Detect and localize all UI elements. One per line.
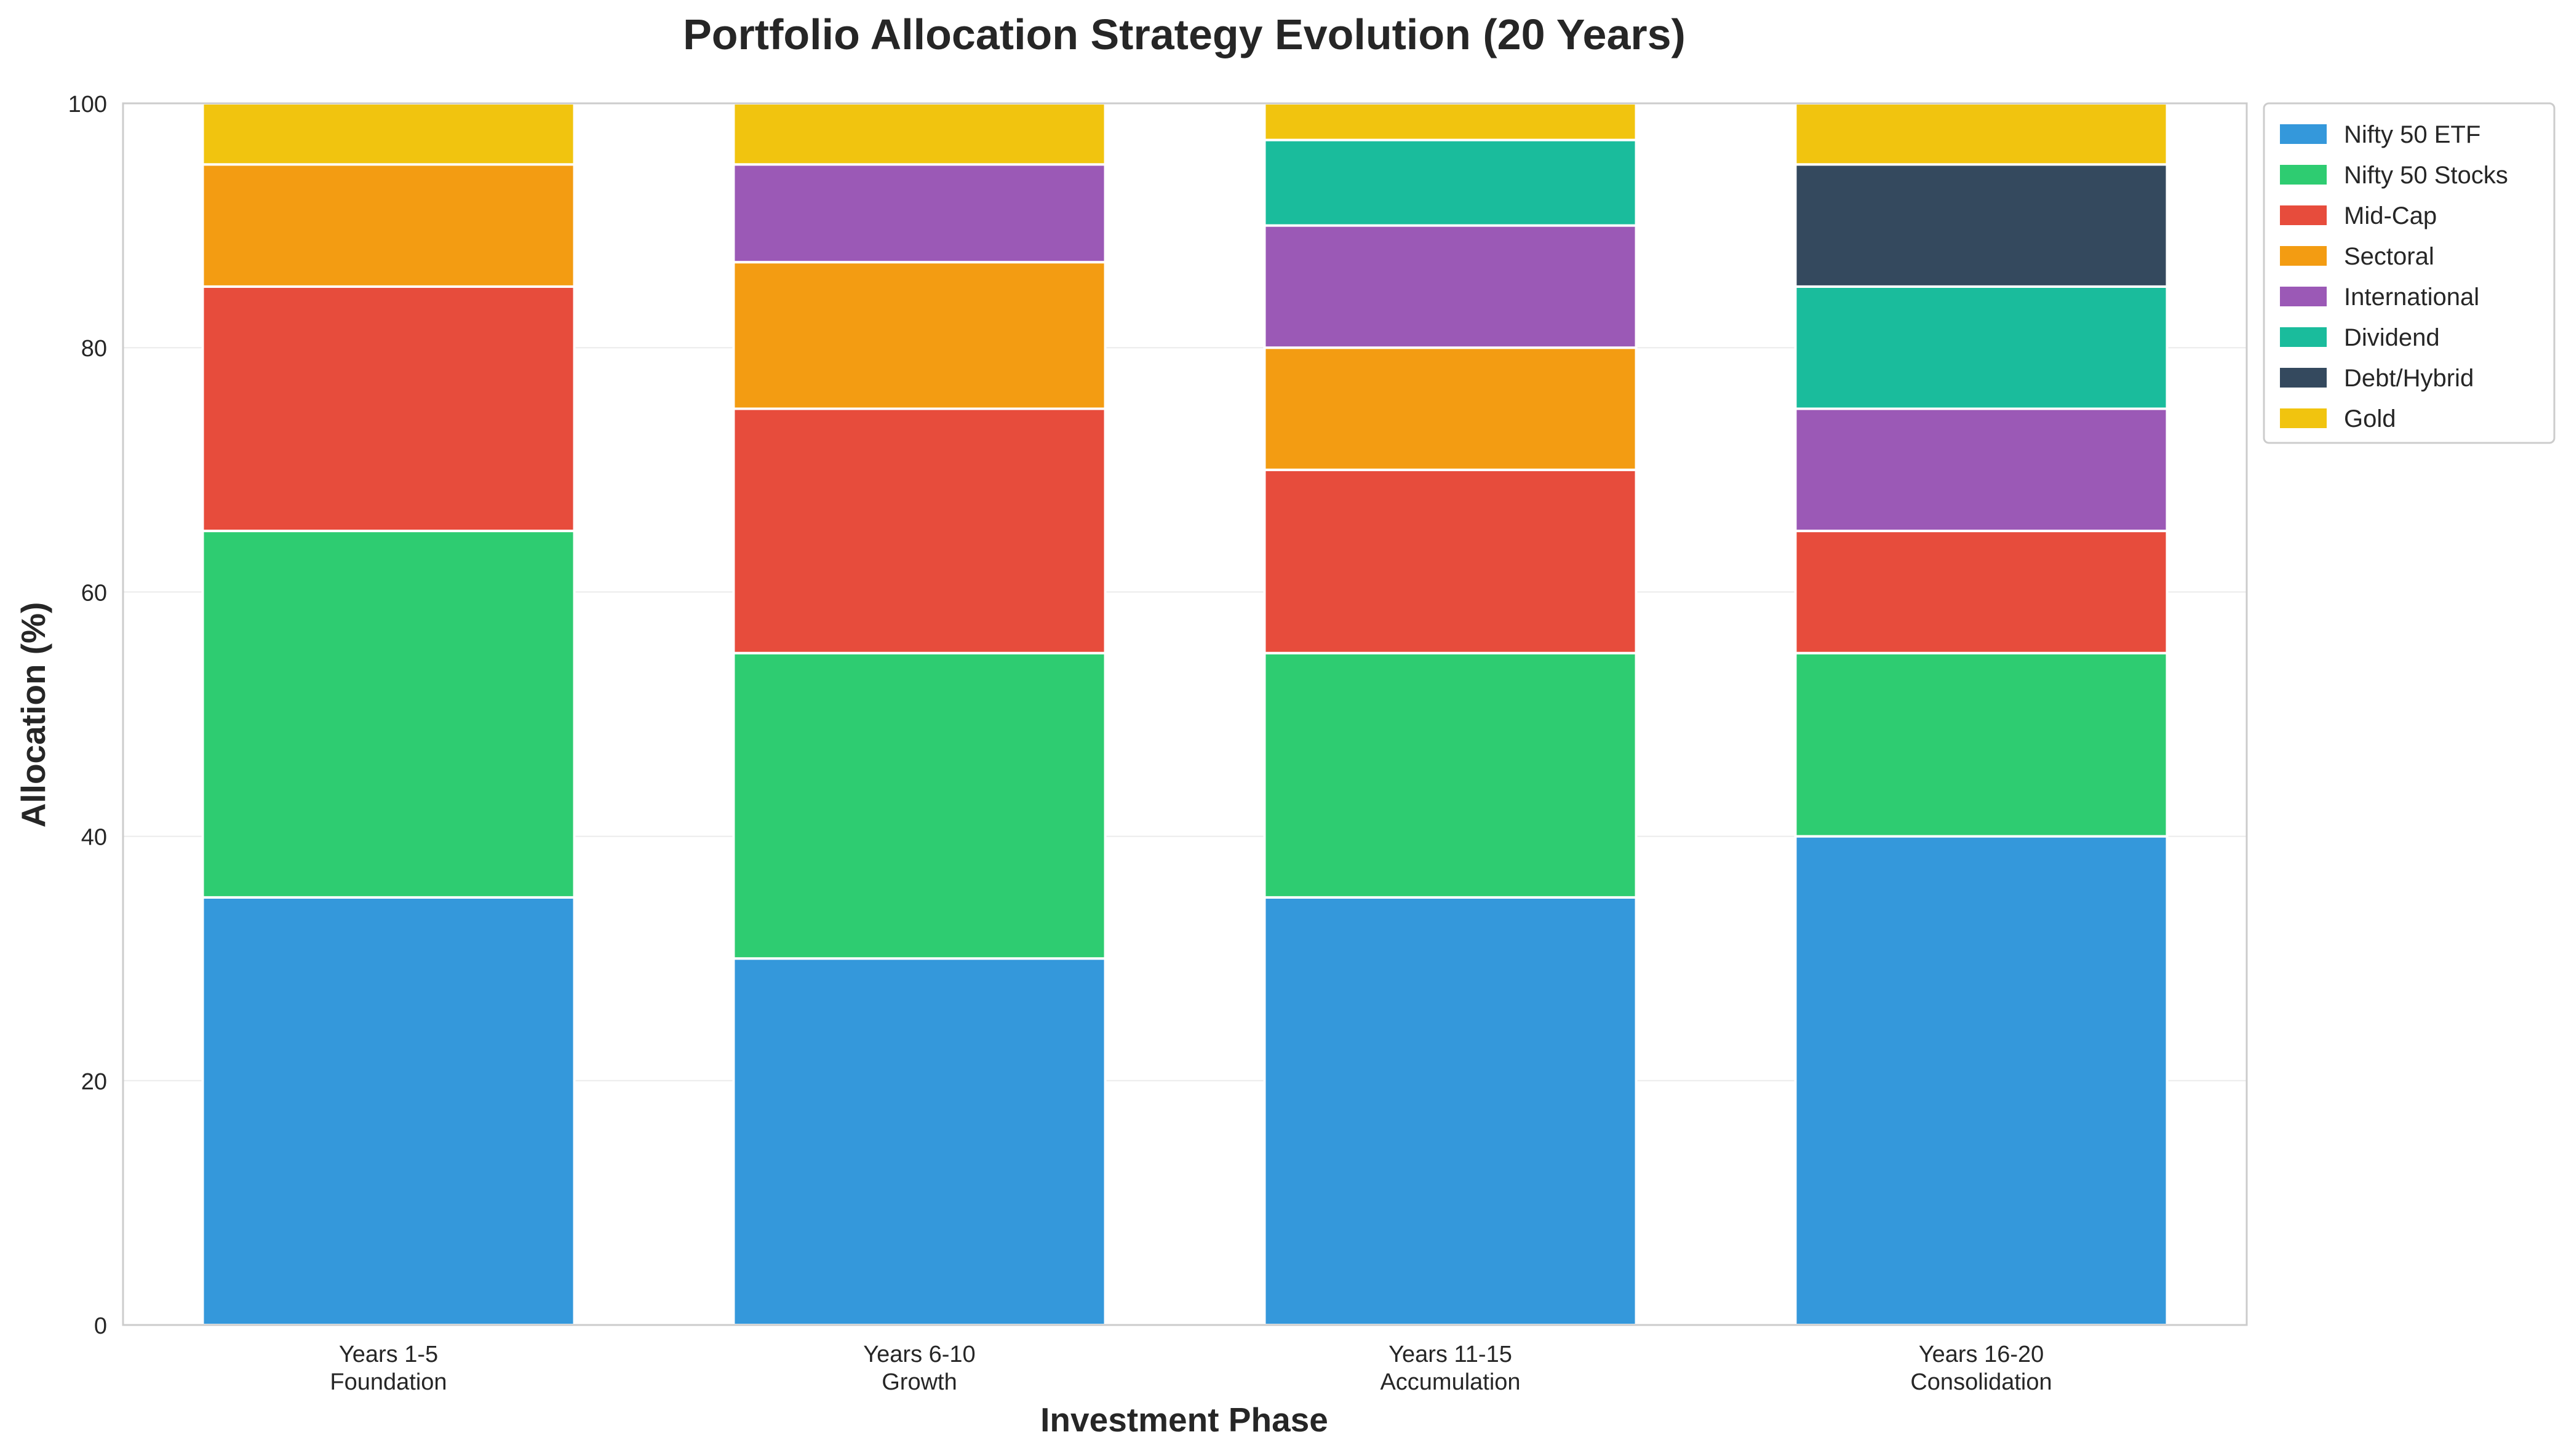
legend-swatch xyxy=(2280,287,2327,306)
legend-label: Gold xyxy=(2344,405,2396,432)
x-tick-label: Years 1-5 xyxy=(339,1342,438,1367)
bar-segment xyxy=(1794,835,2169,1326)
legend: Nifty 50 ETF Nifty 50 Stocks Mid-Cap Sector… xyxy=(2263,102,2556,444)
x-tick-label: Growth xyxy=(882,1369,957,1395)
bar-segment xyxy=(1263,651,1638,899)
bar-segment xyxy=(1263,138,1638,227)
legend-frame xyxy=(2263,102,2556,444)
plot-frame xyxy=(122,102,2248,1326)
bar-segment xyxy=(201,896,576,1326)
bar-segment xyxy=(732,261,1107,410)
bar-segment xyxy=(1794,407,2169,533)
bar-segment xyxy=(732,407,1107,654)
x-tick-label: Accumulation xyxy=(1380,1369,1520,1395)
bar-segment xyxy=(1794,285,2169,410)
legend-swatch xyxy=(2280,165,2327,185)
bar-segment xyxy=(1794,530,2169,654)
bar-segment xyxy=(201,102,576,166)
y-tick-label: 80 xyxy=(81,336,107,362)
bar-segment xyxy=(201,163,576,288)
legend-label: Nifty 50 Stocks xyxy=(2344,162,2508,189)
bar-segment xyxy=(1794,651,2169,838)
x-tick-label: Years 6-10 xyxy=(863,1342,975,1367)
bar-segment xyxy=(732,163,1107,264)
y-axis-label: Allocation (%) xyxy=(14,602,52,828)
y-tick-label: 60 xyxy=(81,580,107,606)
legend-label: Nifty 50 ETF xyxy=(2344,121,2480,148)
legend-swatch xyxy=(2280,205,2327,225)
bar-segment xyxy=(201,285,576,533)
legend-swatch xyxy=(2280,124,2327,144)
bar-segment xyxy=(1794,163,2169,288)
legend-label: Dividend xyxy=(2344,324,2440,351)
y-axis-ticks: 0 20 40 60 80 100 xyxy=(68,92,107,1339)
legend-label: International xyxy=(2344,284,2479,311)
y-tick-label: 20 xyxy=(81,1069,107,1095)
legend-swatch xyxy=(2280,327,2327,347)
bar-segment xyxy=(201,530,576,899)
legend-swatch xyxy=(2280,246,2327,266)
bar-segment xyxy=(1263,896,1638,1326)
bar-segment xyxy=(1794,102,2169,166)
bar-segment xyxy=(1263,468,1638,654)
chart-title: Portfolio Allocation Strategy Evolution … xyxy=(683,10,1686,58)
bar-segment xyxy=(732,102,1107,166)
bar-segment xyxy=(732,957,1107,1326)
legend-label: Debt/Hybrid xyxy=(2344,365,2474,392)
y-tick-label: 100 xyxy=(68,92,107,117)
y-tick-label: 0 xyxy=(94,1313,107,1339)
bar-segment xyxy=(732,651,1107,960)
bar-segment xyxy=(1263,224,1638,349)
y-tick-label: 40 xyxy=(81,825,107,851)
x-axis-label: Investment Phase xyxy=(1040,1401,1328,1439)
x-tick-label: Foundation xyxy=(330,1369,447,1395)
legend-label: Mid-Cap xyxy=(2344,202,2437,229)
x-tick-label: Years 11-15 xyxy=(1389,1342,1512,1367)
bar-segment xyxy=(1263,102,1638,141)
x-tick-label: Consolidation xyxy=(1910,1369,2052,1395)
bars xyxy=(201,102,2169,1326)
bar-segment xyxy=(1263,346,1638,471)
legend-label: Sectoral xyxy=(2344,243,2434,270)
legend-swatch xyxy=(2280,368,2327,388)
x-tick-label: Years 16-20 xyxy=(1919,1342,2044,1367)
legend-swatch xyxy=(2280,408,2327,428)
